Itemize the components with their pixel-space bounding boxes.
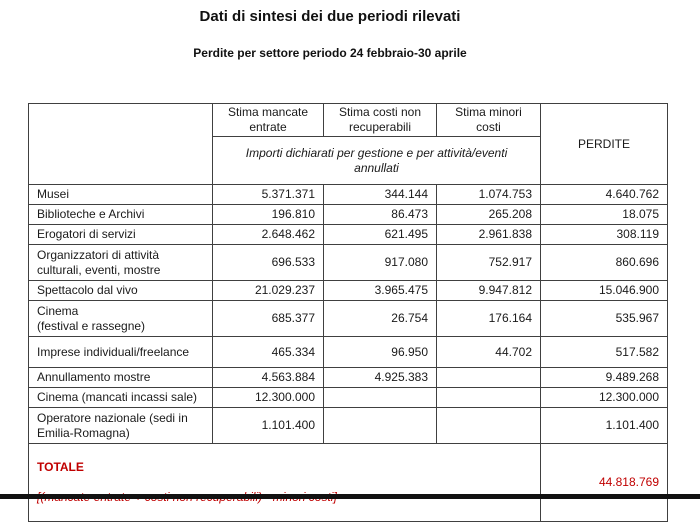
mancate-entrate-value: 196.810	[212, 204, 324, 225]
minori-costi-value: 1.074.753	[436, 184, 541, 205]
perdite-value: 12.300.000	[540, 387, 668, 408]
mancate-entrate-value: 21.029.237	[212, 280, 324, 301]
perdite-value: 1.101.400	[540, 407, 668, 444]
table-row-annullamento: Annullamento mostre 4.563.884 4.925.383 …	[28, 367, 668, 388]
minori-costi-value: 752.917	[436, 244, 541, 281]
costi-non-recuperabili-value: 621.495	[323, 224, 437, 245]
perdite-value: 535.967	[540, 300, 668, 337]
costi-non-recuperabili-value	[323, 387, 437, 408]
costi-non-recuperabili-value: 26.754	[323, 300, 437, 337]
mancate-entrate-value: 1.101.400	[212, 407, 324, 444]
minori-costi-value	[436, 407, 541, 444]
sector-label: Cinema (mancati incassi sale)	[28, 387, 213, 408]
sector-label: Imprese individuali/freelance	[28, 336, 213, 368]
minori-costi-value: 44.702	[436, 336, 541, 368]
losses-by-sector-table: Stima mancate entrate Stima costi non re…	[28, 103, 668, 522]
perdite-value: 18.075	[540, 204, 668, 225]
perdite-value: 15.046.900	[540, 280, 668, 301]
table-row-cinema-festival: Cinema (festival e rassegne) 685.377 26.…	[28, 300, 668, 337]
costi-non-recuperabili-value: 4.925.383	[323, 367, 437, 388]
costi-non-recuperabili-value: 917.080	[323, 244, 437, 281]
header-costi-non-recuperabili: Stima costi non recuperabili	[323, 103, 437, 137]
header-minori-costi: Stima minori costi	[436, 103, 541, 137]
table-row-erogatori: Erogatori di servizi 2.648.462 621.495 2…	[28, 224, 668, 245]
perdite-value: 308.119	[540, 224, 668, 245]
costi-non-recuperabili-value	[323, 407, 437, 444]
costi-non-recuperabili-value: 344.144	[323, 184, 437, 205]
costi-non-recuperabili-value: 3.965.475	[323, 280, 437, 301]
total-label: TOTALE	[37, 460, 84, 474]
table-row-totale: TOTALE [(mancate entrate + costi non rec…	[28, 443, 668, 522]
minori-costi-value: 265.208	[436, 204, 541, 225]
sector-label: Erogatori di servizi	[28, 224, 213, 245]
table-row-biblioteche: Biblioteche e Archivi 196.810 86.473 265…	[28, 204, 668, 225]
table-row-imprese: Imprese individuali/freelance 465.334 96…	[28, 336, 668, 368]
mancate-entrate-value: 4.563.884	[212, 367, 324, 388]
page-subtitle: Perdite per settore periodo 24 febbraio-…	[193, 46, 467, 60]
table-row-organizzatori: Organizzatori di attività culturali, eve…	[28, 244, 668, 281]
table-row-operatore-nazionale: Operatore nazionale (sedi in Emilia-Roma…	[28, 407, 668, 444]
mancate-entrate-value: 2.648.462	[212, 224, 324, 245]
minori-costi-value	[436, 367, 541, 388]
header-sector-empty-cell	[28, 103, 213, 185]
mancate-entrate-value: 685.377	[212, 300, 324, 337]
perdite-value: 860.696	[540, 244, 668, 281]
page-title: Dati di sintesi dei due periodi rilevati	[199, 8, 461, 25]
mancate-entrate-value: 465.334	[212, 336, 324, 368]
minori-costi-value	[436, 387, 541, 408]
header-subnote: Importi dichiarati per gestione e per at…	[212, 136, 541, 185]
bottom-rule	[0, 494, 700, 499]
document-header: Dati di sintesi dei due periodi rilevati…	[0, 8, 700, 60]
table-row-cinema-sale: Cinema (mancati incassi sale) 12.300.000…	[28, 387, 668, 408]
costi-non-recuperabili-value: 86.473	[323, 204, 437, 225]
sector-label: Biblioteche e Archivi	[28, 204, 213, 225]
perdite-value: 4.640.762	[540, 184, 668, 205]
sector-label: Spettacolo dal vivo	[28, 280, 213, 301]
table-row-musei: Musei 5.371.371 344.144 1.074.753 4.640.…	[28, 184, 668, 205]
table-header-row: Stima mancate entrate Stima costi non re…	[28, 103, 668, 185]
table-row-spettacolo: Spettacolo dal vivo 21.029.237 3.965.475…	[28, 280, 668, 301]
perdite-value: 517.582	[540, 336, 668, 368]
minori-costi-value: 2.961.838	[436, 224, 541, 245]
header-perdite: PERDITE	[540, 103, 668, 185]
sector-label: Annullamento mostre	[28, 367, 213, 388]
mancate-entrate-value: 696.533	[212, 244, 324, 281]
sector-label: Organizzatori di attività culturali, eve…	[28, 244, 213, 281]
sector-label: Cinema (festival e rassegne)	[28, 300, 213, 337]
header-mancate-entrate: Stima mancate entrate	[212, 103, 324, 137]
minori-costi-value: 9.947.812	[436, 280, 541, 301]
sector-label: Operatore nazionale (sedi in Emilia-Roma…	[28, 407, 213, 444]
total-label-cell: TOTALE [(mancate entrate + costi non rec…	[28, 443, 541, 522]
mancate-entrate-value: 5.371.371	[212, 184, 324, 205]
minori-costi-value: 176.164	[436, 300, 541, 337]
total-perdite-value: 44.818.769	[540, 443, 668, 522]
costi-non-recuperabili-value: 96.950	[323, 336, 437, 368]
document-page: { "page": { "title": "Dati di sintesi de…	[0, 8, 700, 522]
sector-label: Musei	[28, 184, 213, 205]
perdite-value: 9.489.268	[540, 367, 668, 388]
mancate-entrate-value: 12.300.000	[212, 387, 324, 408]
table-subheader-row: Importi dichiarati per gestione e per at…	[29, 136, 668, 185]
